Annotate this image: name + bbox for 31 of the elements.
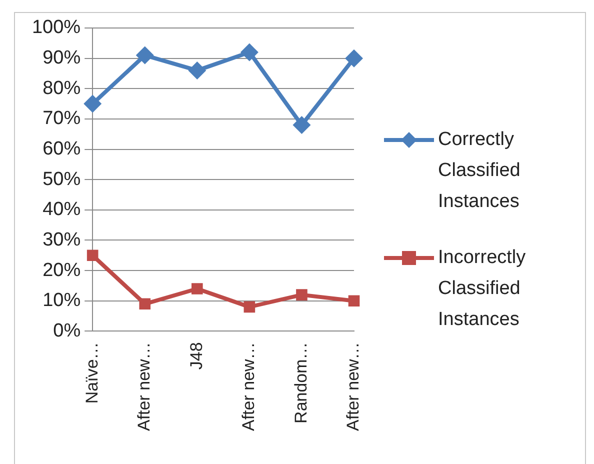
y-tick-label: 10% — [42, 290, 81, 312]
x-tick-label: After new… — [344, 342, 363, 431]
point — [136, 46, 154, 64]
point — [86, 250, 98, 262]
x-tick-label: After new… — [134, 342, 154, 431]
y-tick-label: 20% — [42, 260, 81, 281]
point — [348, 295, 360, 307]
y-tick-label: 100% — [32, 17, 81, 38]
y-tick-label: 70% — [42, 108, 81, 130]
point — [296, 289, 308, 300]
x-tick-label: Random… — [291, 342, 310, 424]
y-tick-label: 90% — [42, 48, 81, 69]
point — [244, 301, 256, 313]
y-tick-label: 80% — [42, 78, 81, 99]
y-tick-label: 60% — [42, 138, 81, 160]
point — [240, 43, 258, 62]
x-tick-label: Naïve… — [82, 342, 102, 404]
y-tick-label: 40% — [42, 199, 81, 220]
point — [84, 94, 102, 113]
x-tick-label: After new… — [239, 342, 258, 431]
x-tick-label: J48 — [186, 342, 206, 370]
legend-label: Incorrectly Classified Instances — [438, 247, 526, 330]
legend-label: Correctly Classified Instances — [438, 129, 520, 212]
point — [345, 49, 363, 68]
y-tick-label: 0% — [53, 320, 81, 342]
point — [192, 283, 203, 294]
point — [188, 61, 206, 80]
y-tick-label: 30% — [42, 229, 81, 250]
point — [292, 116, 311, 134]
point — [139, 298, 151, 310]
y-tick-label: 50% — [42, 168, 81, 190]
